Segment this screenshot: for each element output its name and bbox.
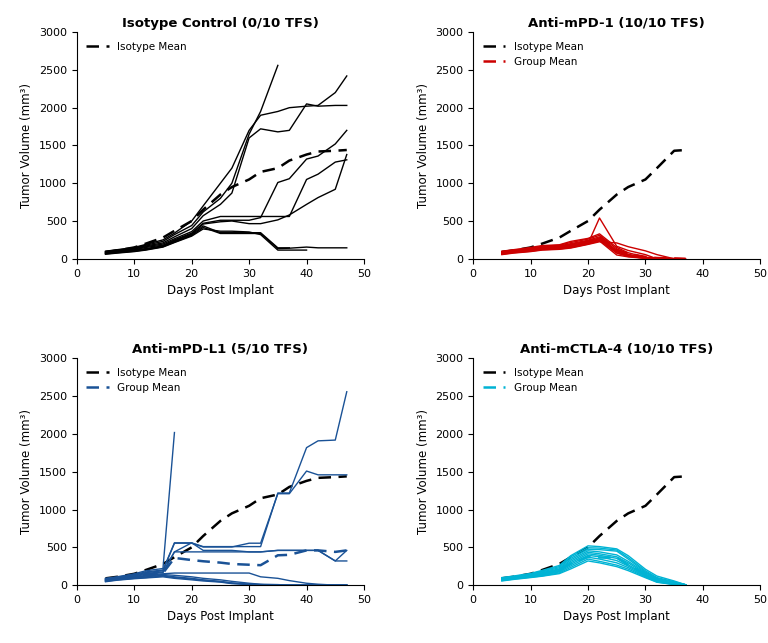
Legend: Isotype Mean: Isotype Mean bbox=[82, 37, 191, 56]
Legend: Isotype Mean, Group Mean: Isotype Mean, Group Mean bbox=[478, 364, 588, 397]
Legend: Isotype Mean, Group Mean: Isotype Mean, Group Mean bbox=[82, 364, 191, 397]
X-axis label: Days Post Implant: Days Post Implant bbox=[167, 284, 274, 297]
X-axis label: Days Post Implant: Days Post Implant bbox=[563, 284, 670, 297]
Legend: Isotype Mean, Group Mean: Isotype Mean, Group Mean bbox=[478, 37, 588, 71]
Y-axis label: Tumor Volume (mm³): Tumor Volume (mm³) bbox=[21, 83, 33, 208]
Title: Anti-mPD-L1 (5/10 TFS): Anti-mPD-L1 (5/10 TFS) bbox=[132, 343, 309, 356]
Y-axis label: Tumor Volume (mm³): Tumor Volume (mm³) bbox=[417, 83, 430, 208]
Title: Anti-mPD-1 (10/10 TFS): Anti-mPD-1 (10/10 TFS) bbox=[528, 17, 705, 30]
X-axis label: Days Post Implant: Days Post Implant bbox=[167, 610, 274, 624]
Y-axis label: Tumor Volume (mm³): Tumor Volume (mm³) bbox=[21, 410, 33, 534]
Title: Isotype Control (0/10 TFS): Isotype Control (0/10 TFS) bbox=[122, 17, 319, 30]
Y-axis label: Tumor Volume (mm³): Tumor Volume (mm³) bbox=[417, 410, 430, 534]
X-axis label: Days Post Implant: Days Post Implant bbox=[563, 610, 670, 624]
Title: Anti-mCTLA-4 (10/10 TFS): Anti-mCTLA-4 (10/10 TFS) bbox=[520, 343, 713, 356]
